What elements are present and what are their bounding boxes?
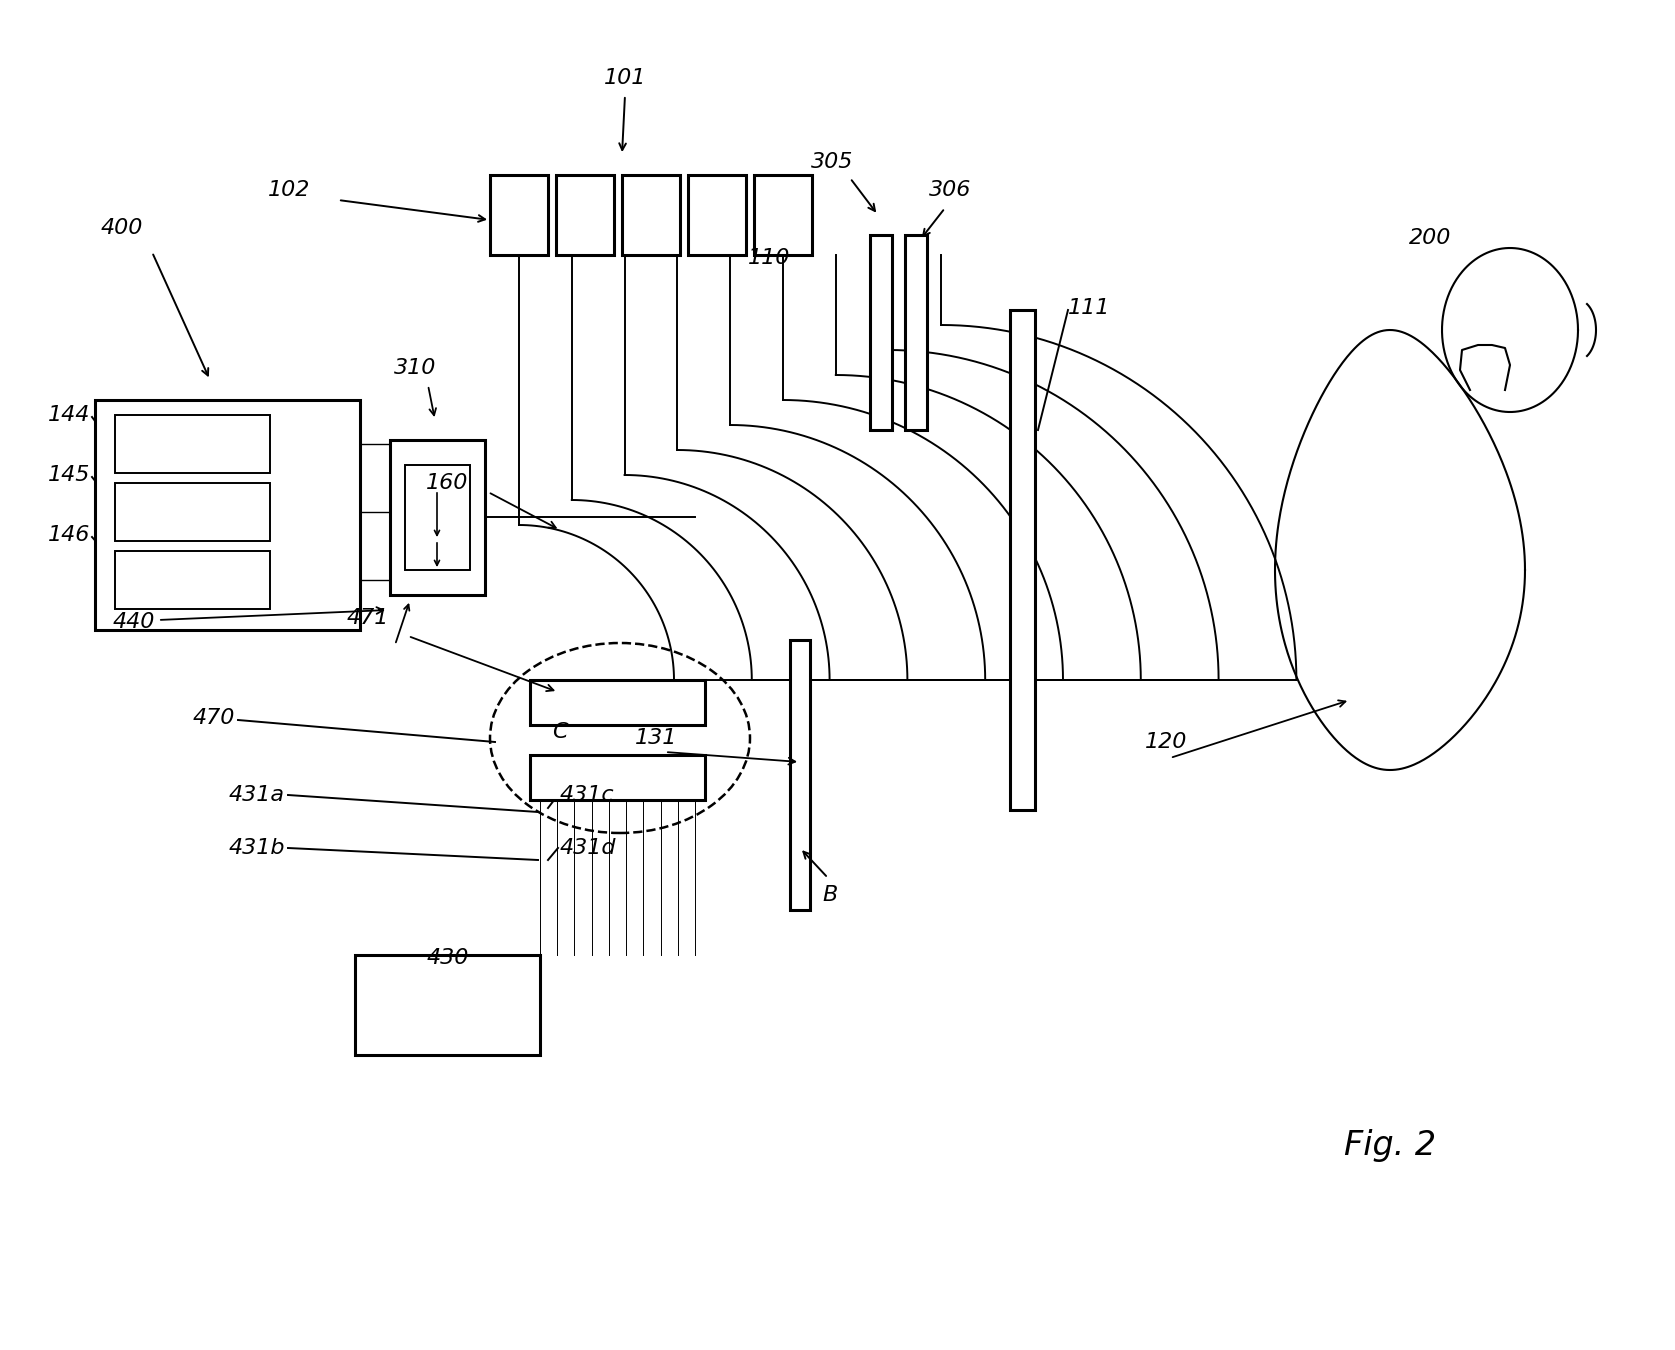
- Bar: [116, 414, 270, 472]
- Bar: [688, 176, 745, 255]
- Text: 102: 102: [268, 180, 310, 200]
- Bar: [390, 440, 486, 595]
- Text: 131: 131: [635, 728, 677, 748]
- Bar: [791, 640, 811, 910]
- Bar: [529, 755, 705, 801]
- Text: 306: 306: [930, 180, 972, 200]
- Bar: [621, 176, 680, 255]
- Text: 431c: 431c: [559, 784, 615, 805]
- Text: 111: 111: [1069, 298, 1111, 319]
- Text: 160: 160: [425, 472, 467, 493]
- Bar: [754, 176, 812, 255]
- Bar: [556, 176, 615, 255]
- Text: 110: 110: [747, 248, 791, 269]
- Text: Fig. 2: Fig. 2: [1343, 1129, 1435, 1161]
- Text: 200: 200: [1409, 228, 1451, 248]
- Text: 400: 400: [100, 217, 142, 238]
- Bar: [355, 954, 539, 1054]
- Bar: [95, 400, 360, 630]
- Bar: [869, 235, 893, 431]
- Text: 431b: 431b: [228, 838, 285, 859]
- Text: 144: 144: [47, 405, 90, 425]
- Text: 440: 440: [112, 612, 156, 632]
- Text: 310: 310: [394, 358, 436, 378]
- Text: 120: 120: [1146, 732, 1188, 752]
- Text: 145: 145: [47, 464, 90, 485]
- Bar: [1010, 310, 1035, 810]
- Bar: [116, 483, 270, 541]
- Text: B: B: [822, 886, 838, 904]
- Text: C: C: [553, 722, 568, 742]
- Text: 305: 305: [811, 153, 853, 171]
- Text: 431a: 431a: [229, 784, 285, 805]
- Bar: [405, 464, 471, 570]
- Text: 101: 101: [603, 68, 647, 88]
- Text: 470: 470: [193, 707, 234, 728]
- Text: 146: 146: [47, 525, 90, 545]
- Bar: [905, 235, 926, 431]
- Text: 431d: 431d: [559, 838, 616, 859]
- Bar: [529, 680, 705, 725]
- Text: 471: 471: [347, 608, 389, 628]
- Bar: [491, 176, 548, 255]
- Bar: [116, 551, 270, 609]
- Text: 430: 430: [427, 948, 469, 968]
